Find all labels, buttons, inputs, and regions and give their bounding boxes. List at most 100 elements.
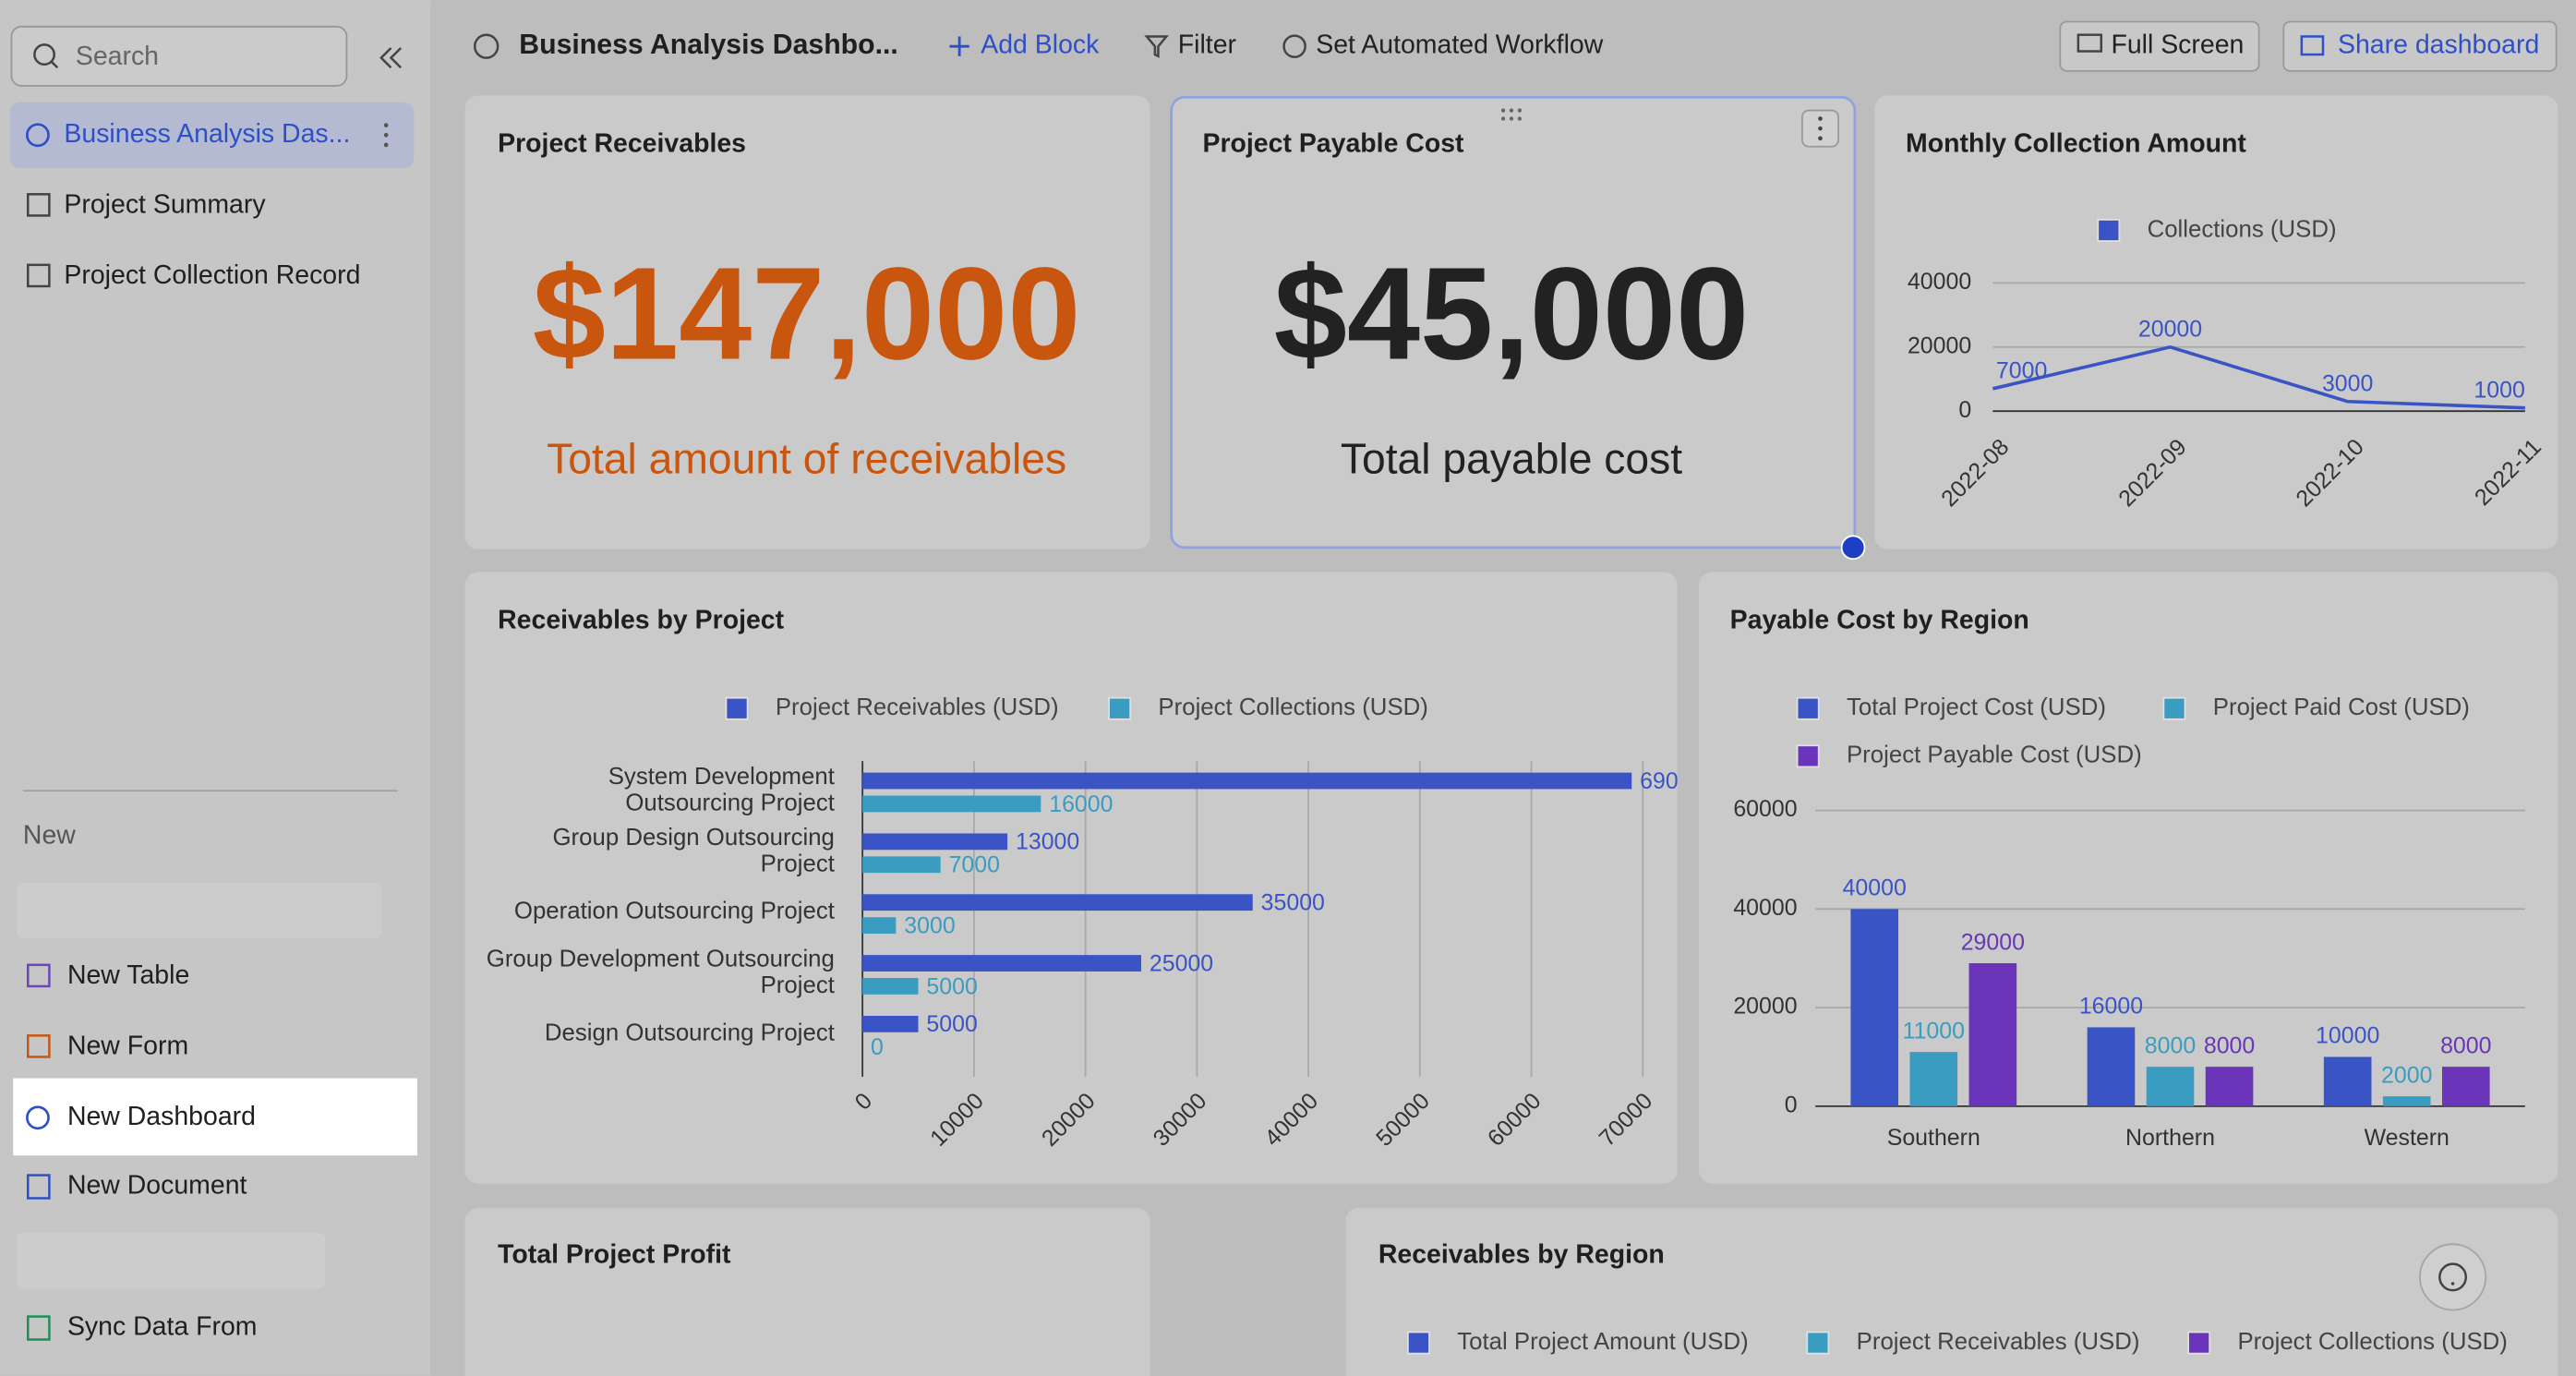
bar: [1968, 963, 2017, 1106]
y-tick-label: Group Design Outsourcing Project: [552, 825, 834, 876]
drag-handle[interactable]: [1500, 108, 1523, 121]
table-icon: [27, 263, 51, 288]
legend-label: Project Payable Cost (USD): [1847, 742, 2142, 768]
y-tick-label: Design Outsourcing Project: [545, 1020, 835, 1045]
button[interactable]: [2059, 20, 2260, 72]
nav-item[interactable]: Project Summary: [64, 189, 266, 219]
bar: [2205, 1067, 2254, 1106]
button[interactable]: [2282, 20, 2558, 72]
bar: [862, 917, 897, 935]
kpi-value: $147,000: [533, 240, 1081, 387]
value-label: 20000: [2138, 317, 2202, 343]
button-label[interactable]: Share dashboard: [2338, 30, 2539, 60]
nav-item[interactable]: Project Collection Record: [64, 260, 360, 290]
button-label[interactable]: Full Screen: [2111, 30, 2244, 60]
value-label: 3000: [904, 912, 955, 938]
card-title: Project Payable Cost: [1202, 128, 1464, 158]
bar: [2382, 1096, 2431, 1106]
dashboard-title: Business Analysis Dashbo...: [519, 30, 898, 60]
new-item[interactable]: Sync Data From: [67, 1312, 258, 1342]
search-box[interactable]: [10, 25, 348, 87]
chart-title: Receivables by Project: [498, 605, 785, 634]
bar: [862, 833, 1008, 851]
legend-swatch: [2187, 1331, 2211, 1355]
value-label: 35000: [1261, 890, 1325, 916]
selected-item[interactable]: [9, 102, 415, 168]
legend-swatch: [2162, 696, 2186, 720]
y-tick-label: 0: [1785, 1092, 1798, 1117]
x-tick-label: Western: [2365, 1125, 2450, 1151]
search-icon: [33, 43, 55, 66]
new-item[interactable]: New Table: [67, 960, 189, 990]
toolbar-action[interactable]: Add Block: [981, 30, 1100, 60]
new-item[interactable]: New Document: [67, 1171, 247, 1201]
kpi-value: $45,000: [1274, 240, 1749, 387]
legend-swatch: [1108, 696, 1132, 720]
legend-swatch: [2097, 218, 2121, 242]
card[interactable]: [1170, 95, 1857, 549]
resize-handle[interactable]: [1840, 535, 1866, 561]
y-tick-label: 20000: [1908, 332, 1971, 358]
value-label: 5000: [926, 973, 977, 999]
dashboard-icon: [473, 33, 500, 59]
bars: 69000 16000 13000 7000 35000 3000 25000 5000 500…: [862, 768, 1703, 1060]
bar: [862, 955, 1142, 972]
value-label: 40000: [1843, 875, 1907, 901]
line: [1992, 344, 2525, 410]
card-title: Receivables by Region: [1378, 1239, 1665, 1269]
legend-label: Collections (USD): [2148, 216, 2337, 242]
value-label: 16000: [2079, 994, 2143, 1020]
toolbar-action[interactable]: Set Automated Workflow: [1316, 30, 1603, 60]
value-label: 2000: [2381, 1062, 2432, 1088]
value-label: 69000: [1640, 768, 1703, 794]
highlighted-item[interactable]: [13, 1078, 417, 1156]
nav-item[interactable]: Business Analysis Das...: [64, 119, 350, 149]
value-label: 5000: [926, 1011, 977, 1037]
legend-swatch: [725, 696, 749, 720]
card-menu-dots: [1818, 116, 1823, 141]
legend-label: Project Paid Cost (USD): [2213, 694, 2470, 720]
y-tick-label: System Development Outsourcing Project: [608, 764, 835, 815]
toolbar-action[interactable]: Filter: [1178, 30, 1236, 60]
value-label: 0: [871, 1034, 884, 1060]
blurred-item: [16, 882, 381, 939]
y-tick-label: 40000: [1908, 269, 1971, 295]
card: [1874, 95, 2558, 549]
value-label: 13000: [1016, 829, 1079, 855]
chart-title: Monthly Collection Amount: [1906, 128, 2246, 158]
new-item[interactable]: New Dashboard: [67, 1102, 256, 1131]
collapse-button[interactable]: [379, 47, 403, 69]
card-title: Total Project Profit: [498, 1239, 731, 1269]
legend-label: Total Project Amount (USD): [1457, 1329, 1748, 1355]
y-tick-label: Group Development Outsourcing Project: [487, 946, 835, 997]
bar: [862, 978, 919, 995]
bar: [2146, 1067, 2195, 1106]
new-item[interactable]: New Form: [67, 1031, 188, 1060]
value-label: 8000: [2440, 1032, 2491, 1058]
x-tick-label: Southern: [1887, 1125, 1980, 1151]
y-tick-label: 20000: [1733, 994, 1797, 1020]
legend-swatch: [1796, 696, 1820, 720]
value-label: 16000: [1049, 791, 1113, 817]
plus-icon: [949, 36, 969, 56]
legend-label: Project Collections (USD): [1158, 694, 1427, 720]
help-icon: [2450, 1282, 2455, 1285]
y-tick-label: Operation Outsourcing Project: [514, 899, 835, 924]
card-title: Project Receivables: [498, 128, 746, 158]
y-tick-label: 40000: [1733, 895, 1797, 921]
card: [464, 572, 1678, 1184]
value-label: 3000: [2322, 371, 2373, 397]
dashboard-icon: [26, 123, 50, 148]
bar: [862, 894, 1253, 911]
bar: [862, 1015, 919, 1032]
help-button[interactable]: [2419, 1243, 2487, 1311]
help-icon: [2438, 1262, 2468, 1292]
chart: Payable Cost by Region 0 20000 40000 60000 So…: [1730, 605, 2525, 1151]
more-button[interactable]: [383, 123, 389, 148]
dashboard-icon: [26, 1105, 50, 1130]
value-label: 7000: [1996, 358, 2047, 384]
screen-icon: [2076, 33, 2103, 53]
value-label: 7000: [949, 852, 1000, 878]
legend-swatch: [1407, 1331, 1430, 1355]
card: [464, 95, 1150, 549]
